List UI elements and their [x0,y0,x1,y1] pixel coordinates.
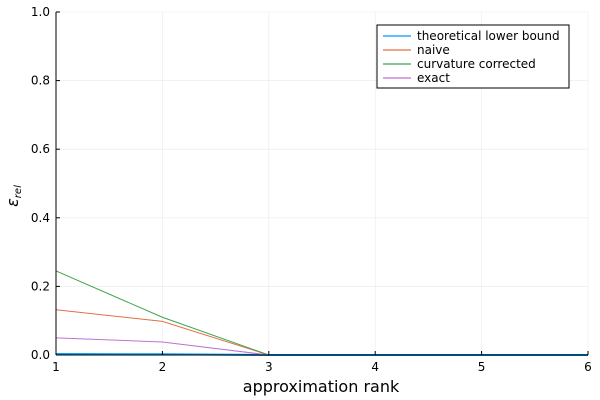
y-tick-label: 1.0 [31,5,50,19]
y-axis-title-sub: rel [13,185,24,198]
x-tick-label: 2 [159,360,167,374]
legend-label-3: exact [417,71,450,85]
y-tick-label: 0.8 [31,74,50,88]
tick-labels: 1 2 3 4 5 6 0.0 0.2 0.4 0.6 0.8 1.0 [31,5,592,374]
x-tick-label: 3 [265,360,273,374]
x-tick-label: 6 [584,360,592,374]
legend-label-0: theoretical lower bound [417,29,560,43]
x-tick-label: 5 [478,360,486,374]
y-axis-title: εrel [3,185,24,207]
series-line-1 [55,309,588,356]
x-tick-label: 1 [52,360,60,374]
y-axis-title-main: ε [3,198,22,207]
series-lines [55,270,588,356]
y-tick-label: 0.2 [31,279,50,293]
x-axis-title: approximation rank [243,377,400,396]
y-tick-label: 0.6 [31,142,50,156]
axes [55,11,589,356]
x-tick-label: 4 [371,360,379,374]
series-line-3 [55,337,588,356]
y-tick-label: 0.0 [31,348,50,362]
legend-label-2: curvature corrected [417,57,536,71]
series-line-2 [55,270,588,356]
legend-label-1: naive [417,43,450,57]
y-tick-label: 0.4 [31,211,50,225]
